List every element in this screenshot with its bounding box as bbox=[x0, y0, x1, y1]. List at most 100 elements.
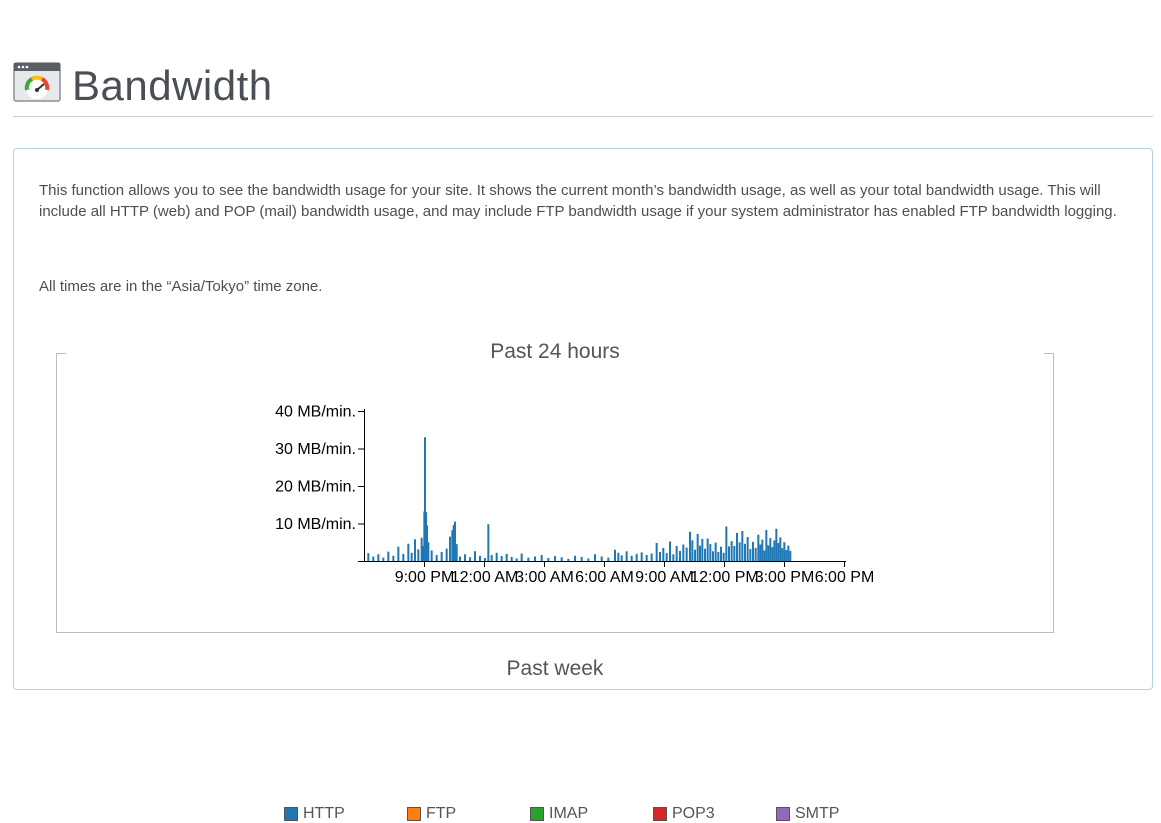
bar-http-100 bbox=[757, 534, 760, 561]
bar-http-19 bbox=[430, 550, 433, 561]
legend-label-smtp: SMTP bbox=[795, 805, 840, 822]
bar-http-27 bbox=[455, 544, 458, 561]
legend-swatch-imap bbox=[530, 807, 544, 821]
bar-http-57 bbox=[620, 555, 623, 561]
bar-http-96 bbox=[746, 537, 749, 561]
bar-http-116 bbox=[789, 550, 792, 561]
bar-http-108 bbox=[773, 540, 776, 561]
bar-http-77 bbox=[696, 534, 699, 561]
bar-http-56 bbox=[617, 552, 620, 561]
legend-item-http[interactable]: HTTP bbox=[284, 805, 407, 823]
x-tick-label-5: 12:00 PM bbox=[690, 569, 758, 586]
bar-http-28 bbox=[459, 556, 461, 561]
bar-http-48 bbox=[567, 558, 570, 561]
bar-http-87 bbox=[722, 552, 725, 561]
bar-http-106 bbox=[769, 538, 772, 561]
bar-http-5 bbox=[392, 555, 395, 561]
bar-http-36 bbox=[495, 552, 498, 561]
bar-http-15 bbox=[424, 437, 426, 561]
bar-http-84 bbox=[714, 542, 717, 561]
legend-item-imap[interactable]: IMAP bbox=[530, 805, 653, 823]
legend-swatch-ftp bbox=[407, 807, 421, 821]
bar-http-65 bbox=[659, 552, 661, 561]
legend-item-pop3[interactable]: POP3 bbox=[653, 805, 776, 823]
x-tick-label-0: 9:00 PM bbox=[395, 569, 455, 586]
bar-http-80 bbox=[704, 548, 706, 561]
bar-http-64 bbox=[655, 543, 658, 561]
bar-http-72 bbox=[682, 544, 685, 561]
bar-http-52 bbox=[594, 554, 596, 561]
bar-http-61 bbox=[640, 552, 643, 561]
chart-title: Past 24 hours bbox=[490, 340, 620, 363]
legend-label-imap: IMAP bbox=[549, 805, 589, 822]
legend-item-ftp[interactable]: FTP bbox=[407, 805, 530, 823]
page-header: Bandwidth bbox=[13, 58, 1153, 117]
legend-label-pop3: POP3 bbox=[672, 805, 715, 822]
chart-canvas: 10 MB/min. 20 MB/min. 30 MB/min. 40 MB/min.… bbox=[56, 353, 1054, 633]
bar-http-6 bbox=[397, 546, 400, 561]
bar-http-105 bbox=[767, 545, 770, 561]
bar-http-110 bbox=[777, 543, 780, 561]
bar-http-104 bbox=[765, 529, 768, 561]
bar-http-25 bbox=[452, 525, 455, 561]
chart-past-24-hours: 10 MB/min. 20 MB/min. 30 MB/min. 40 MB/min.… bbox=[56, 340, 1054, 822]
bar-http-112 bbox=[781, 548, 784, 561]
bar-http-99 bbox=[754, 547, 757, 561]
legend-item-smtp[interactable]: SMTP bbox=[776, 805, 899, 823]
bar-http-47 bbox=[560, 557, 563, 561]
legend-swatch-pop3 bbox=[653, 807, 667, 821]
bar-http-31 bbox=[474, 551, 476, 561]
bar-http-12 bbox=[420, 537, 423, 561]
legend-label-http: HTTP bbox=[303, 805, 345, 822]
legend-swatch-http bbox=[284, 807, 298, 821]
bar-http-21 bbox=[440, 552, 443, 561]
bar-http-30 bbox=[469, 557, 471, 561]
bar-http-90 bbox=[730, 541, 733, 561]
x-tick-label-3: 6:00 AM bbox=[575, 569, 634, 586]
bar-http-109 bbox=[775, 528, 778, 561]
bar-http-23 bbox=[449, 536, 451, 561]
timezone-note: All times are in the “Asia/Tokyo” time z… bbox=[39, 278, 323, 295]
y-tick-label-3: 40 MB/min. bbox=[275, 404, 356, 421]
y-tick-label-0: 10 MB/min. bbox=[275, 516, 356, 533]
bar-http-73 bbox=[685, 547, 688, 561]
bar-http-81 bbox=[706, 538, 709, 561]
bar-http-103 bbox=[763, 550, 766, 561]
bar-http-94 bbox=[741, 531, 744, 561]
bar-http-97 bbox=[749, 549, 752, 561]
page-title: Bandwidth bbox=[72, 62, 273, 109]
bar-http-35 bbox=[490, 555, 493, 561]
bar-http-88 bbox=[725, 526, 728, 561]
bar-http-78 bbox=[699, 545, 701, 561]
bar-http-39 bbox=[510, 556, 513, 561]
bar-http-66 bbox=[662, 547, 665, 561]
bar-http-38 bbox=[505, 553, 508, 561]
bar-http-26 bbox=[454, 521, 456, 561]
bar-http-33 bbox=[484, 558, 486, 561]
bar-http-91 bbox=[733, 546, 736, 561]
legend-swatch-smtp bbox=[776, 807, 790, 821]
bar-http-50 bbox=[580, 556, 583, 561]
bar-http-49 bbox=[574, 555, 576, 561]
bar-http-10 bbox=[414, 539, 416, 561]
bar-http-0 bbox=[367, 553, 370, 561]
bar-http-101 bbox=[759, 544, 762, 561]
bar-http-74 bbox=[689, 531, 691, 561]
bar-http-58 bbox=[625, 551, 628, 561]
description-text: This function allows you to see the band… bbox=[39, 182, 1117, 220]
bar-http-17 bbox=[426, 525, 428, 561]
gauge-icon bbox=[13, 62, 61, 102]
bar-http-8 bbox=[407, 543, 410, 561]
bar-http-4 bbox=[387, 551, 390, 561]
bar-http-62 bbox=[645, 555, 648, 561]
bar-http-92 bbox=[736, 532, 738, 561]
bar-http-20 bbox=[435, 555, 438, 561]
bar-http-55 bbox=[614, 549, 616, 561]
bar-http-85 bbox=[717, 552, 720, 561]
bar-http-46 bbox=[554, 556, 556, 561]
bar-http-68 bbox=[669, 541, 671, 561]
bar-http-115 bbox=[787, 545, 790, 561]
bar-http-11 bbox=[417, 549, 420, 561]
bar-http-83 bbox=[712, 551, 714, 561]
bar-http-2 bbox=[377, 554, 380, 561]
